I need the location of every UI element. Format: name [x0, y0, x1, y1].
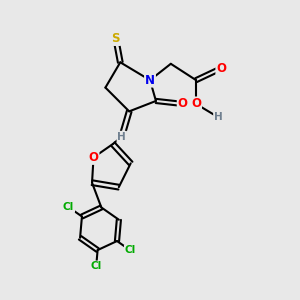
Text: H: H — [117, 132, 126, 142]
Text: Cl: Cl — [63, 202, 74, 212]
Text: Cl: Cl — [125, 245, 136, 255]
Text: N: N — [145, 74, 155, 87]
Text: Cl: Cl — [91, 261, 102, 272]
Text: O: O — [216, 62, 226, 75]
Text: O: O — [178, 98, 188, 110]
Text: O: O — [88, 151, 98, 164]
Text: H: H — [214, 112, 223, 122]
Text: O: O — [191, 98, 201, 110]
Text: S: S — [112, 32, 120, 45]
